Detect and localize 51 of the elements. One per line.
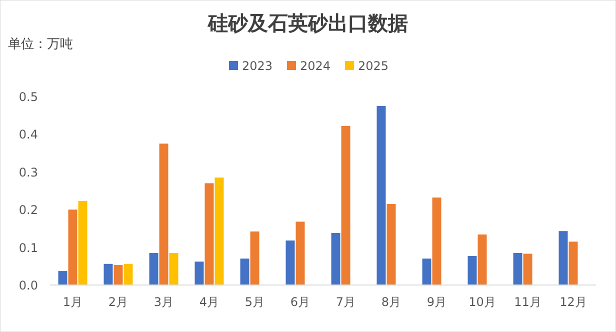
x-tick-label: 10月 [468,295,496,309]
y-tick-label: 0.0 [18,278,38,292]
bar [513,252,522,285]
bar [331,232,340,285]
bar [568,242,578,285]
bar [114,265,123,285]
bar [386,204,396,285]
bar [58,271,68,285]
x-tick-label: 2月 [108,295,128,309]
bar [296,222,305,285]
bar [341,126,350,285]
x-tick-label: 6月 [290,295,310,309]
bar [376,106,386,285]
y-tick-label: 0.5 [18,90,38,104]
x-tick-label: 8月 [381,295,402,309]
bar [204,183,214,285]
bar [250,231,260,285]
y-tick-label: 0.4 [18,128,38,142]
x-tick-label: 12月 [560,295,587,309]
y-tick-label: 0.1 [18,240,38,255]
y-tick-label: 0.2 [18,203,38,218]
bar [104,264,113,285]
bar [478,234,487,285]
y-tick-label: 0.3 [18,165,38,180]
bar [149,252,158,285]
x-tick-label: 5月 [244,295,265,309]
chart-title: 硅砂及石英砂出口数据 [207,13,408,35]
bar [558,231,568,285]
bar [169,252,178,285]
bar [422,258,432,285]
bar [214,178,224,285]
bar [432,198,442,285]
bar [194,262,204,285]
legend-label: 2024 [300,59,331,73]
x-tick-label: 1月 [62,295,83,309]
x-tick-label: 3月 [154,295,174,309]
x-tick-label: 11月 [514,295,542,309]
bar [523,254,532,285]
text: 单位：万吨 [8,37,73,52]
x-tick-label: 7月 [336,295,356,309]
legend-label: 2023 [242,59,273,73]
bar [124,264,133,285]
bar [240,258,250,285]
bar [286,240,295,285]
x-tick-label: 4月 [199,295,220,309]
bar [78,200,88,285]
x-tick-label: 9月 [426,295,447,309]
legend-label: 2025 [358,59,389,73]
bar [468,256,477,285]
bar [159,144,168,285]
bar [68,210,78,285]
